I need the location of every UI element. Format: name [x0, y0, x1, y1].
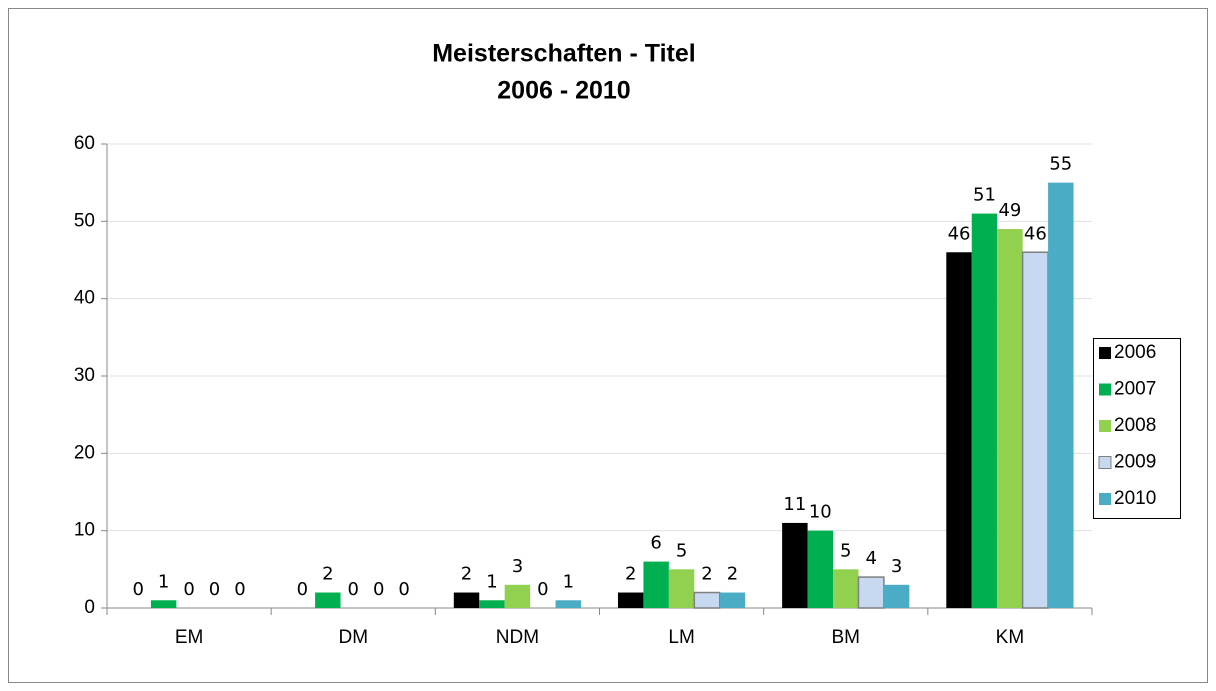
data-label: 1 [563, 571, 574, 592]
data-label: 5 [676, 540, 687, 561]
data-label: 46 [1024, 223, 1047, 244]
bar [883, 584, 910, 608]
data-label: 2 [701, 564, 712, 585]
data-label: 3 [512, 556, 523, 577]
y-tick-label: 0 [84, 597, 95, 618]
data-label: 0 [132, 579, 143, 600]
data-label: 3 [891, 556, 902, 577]
data-label: 10 [809, 502, 832, 523]
data-label: 4 [865, 548, 876, 569]
bar [1021, 251, 1049, 609]
x-tick-label: NDM [496, 627, 539, 648]
data-label: 0 [398, 579, 409, 600]
legend-label: 2009 [1114, 452, 1156, 473]
x-tick-label: LM [668, 627, 694, 648]
data-label: 6 [650, 533, 661, 554]
data-label: 0 [183, 579, 194, 600]
bar [315, 592, 341, 608]
bar [833, 569, 859, 608]
chart-subtitle: 2006 - 2010 [497, 77, 630, 105]
legend-swatch [1099, 420, 1111, 432]
legend-label: 2006 [1114, 342, 1156, 363]
legend-swatch [1098, 456, 1112, 469]
bar [693, 591, 721, 609]
y-tick-label: 50 [74, 210, 95, 231]
legend-label: 2007 [1114, 379, 1156, 400]
y-tick-label: 40 [74, 288, 95, 309]
x-tick-label: DM [338, 627, 368, 648]
bar [555, 600, 582, 608]
bar [504, 584, 531, 608]
y-tick-label: 20 [74, 442, 95, 463]
bar [807, 530, 834, 608]
y-tick-label: 60 [74, 133, 95, 154]
data-label: 0 [537, 579, 548, 600]
data-label: 0 [209, 579, 220, 600]
y-tick-label: 30 [74, 365, 95, 386]
bar [997, 229, 1023, 609]
x-tick-label: BM [832, 627, 861, 648]
data-label: 11 [783, 494, 806, 515]
x-tick-label: KM [996, 627, 1025, 648]
chart-title: Meisterschaften - Titel [432, 40, 696, 68]
legend-swatch [1099, 493, 1111, 505]
data-label: 0 [348, 579, 359, 600]
data-label: 0 [297, 579, 308, 600]
data-label: 2 [461, 564, 472, 585]
data-label: 0 [373, 579, 384, 600]
bar [857, 576, 885, 609]
data-label: 51 [973, 185, 996, 206]
legend-swatch [1099, 383, 1111, 396]
data-label: 2 [322, 564, 333, 585]
data-label: 49 [998, 200, 1021, 221]
data-label: 0 [234, 579, 245, 600]
y-tick-label: 10 [74, 520, 95, 541]
bar [971, 213, 998, 608]
legend-label: 2010 [1114, 488, 1156, 509]
bar [668, 569, 695, 608]
bar [150, 600, 177, 608]
bar [479, 600, 505, 608]
data-label: 1 [486, 571, 497, 592]
bar [617, 592, 644, 608]
data-label: 5 [840, 540, 851, 561]
legend-label: 2008 [1114, 415, 1156, 436]
bar [782, 522, 808, 608]
bar [1048, 182, 1074, 608]
x-tick-label: EM [175, 627, 204, 648]
bar [643, 561, 669, 608]
data-label: 46 [948, 223, 971, 244]
legend-swatch [1099, 347, 1111, 359]
data-label: 1 [158, 571, 169, 592]
bar [719, 592, 746, 608]
data-label: 2 [727, 564, 738, 585]
bar [946, 252, 972, 608]
bar [453, 592, 480, 608]
data-label: 2 [625, 564, 636, 585]
data-label: 55 [1049, 154, 1072, 175]
